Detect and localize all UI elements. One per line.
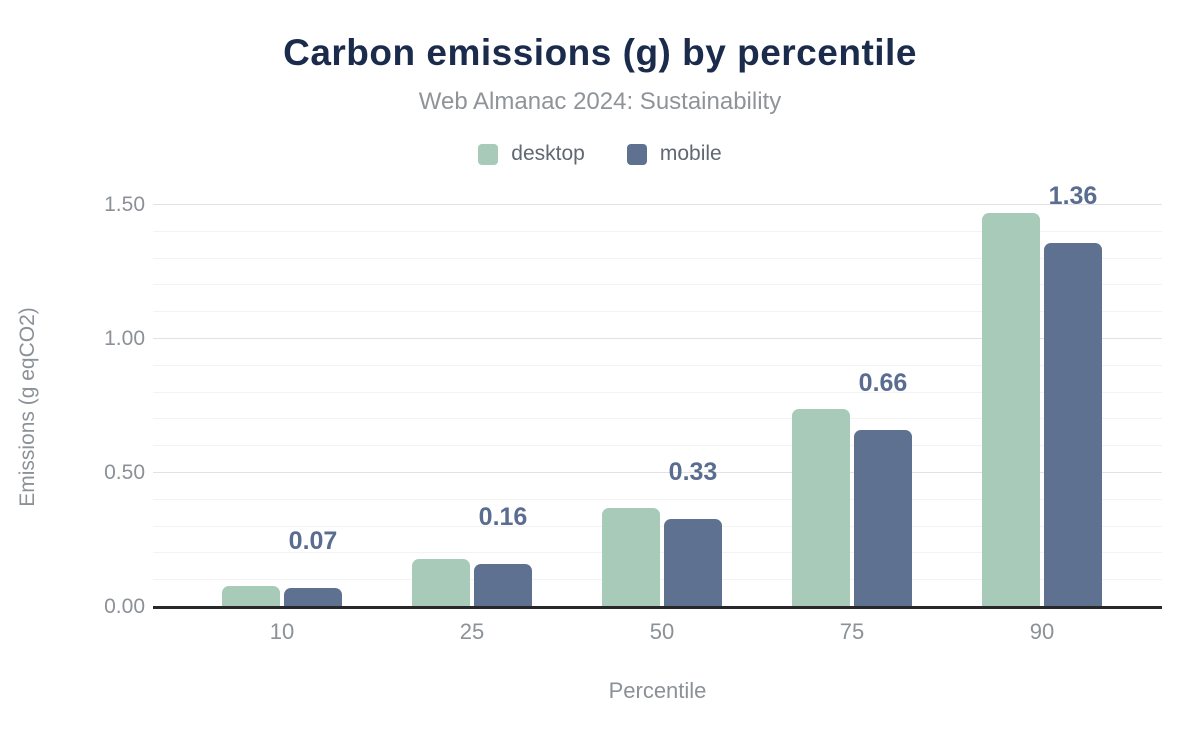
gridline-major [153,204,1162,205]
bar-desktop-p75[interactable] [792,409,850,607]
x-tick-label-p50: 50 [649,619,675,644]
x-tick-label-p90: 90 [1029,619,1055,644]
legend-swatch-mobile-icon [626,143,647,165]
legend: desktop mobile [0,142,1200,166]
data-label-p25: 0.16 [478,503,528,531]
x-tick-label-p10: 10 [269,619,295,644]
x-tick-label-p75: 75 [839,619,865,644]
chart-subtitle: Web Almanac 2024: Sustainability [418,88,782,115]
gridline-minor [153,418,1162,419]
y-tick-label: 1.50 [104,193,145,216]
bar-desktop-p90[interactable] [982,213,1040,607]
data-label-p75: 0.66 [858,369,908,397]
gridline-minor [153,499,1162,500]
gridline-minor [153,311,1162,312]
legend-swatch-desktop-icon [478,143,499,165]
plot-area: 10 0.07 25 0.16 50 0.33 75 0.66 90 1.36 [153,182,1162,644]
gridline-minor [153,392,1162,393]
data-label-p50: 0.33 [668,458,718,486]
legend-label-mobile: mobile [659,142,722,165]
chart-title: Carbon emissions (g) by percentile [283,32,917,73]
bar-desktop-p10[interactable] [222,586,280,607]
bar-mobile-p75[interactable] [854,430,912,607]
gridline-minor [153,258,1162,259]
bar-mobile-p25[interactable] [474,564,532,607]
bar-mobile-p50[interactable] [664,519,722,607]
gridline-minor [153,231,1162,232]
data-label-p90: 1.36 [1048,182,1098,210]
gridline-minor [153,284,1162,285]
y-tick-label: 1.00 [104,327,145,350]
x-axis-title: Percentile [608,678,707,703]
bar-desktop-p50[interactable] [602,508,660,607]
legend-item-desktop[interactable]: desktop [478,142,585,166]
x-tick-label-p25: 25 [459,619,485,644]
gridline-major [153,338,1162,339]
bar-mobile-p10[interactable] [284,588,342,607]
bar-mobile-p90[interactable] [1044,243,1102,607]
x-axis-line [153,606,1162,609]
y-tick-label: 0.50 [104,461,145,484]
gridline-major [153,472,1162,473]
y-tick-label: 0.00 [104,595,145,618]
legend-label-desktop: desktop [511,142,585,165]
y-axis-title: Emissions (g eqCO2) [16,307,39,507]
legend-item-mobile[interactable]: mobile [626,142,722,166]
gridline-minor [153,365,1162,366]
data-label-p10: 0.07 [288,527,338,555]
gridline-minor [153,445,1162,446]
bar-desktop-p25[interactable] [412,559,470,607]
